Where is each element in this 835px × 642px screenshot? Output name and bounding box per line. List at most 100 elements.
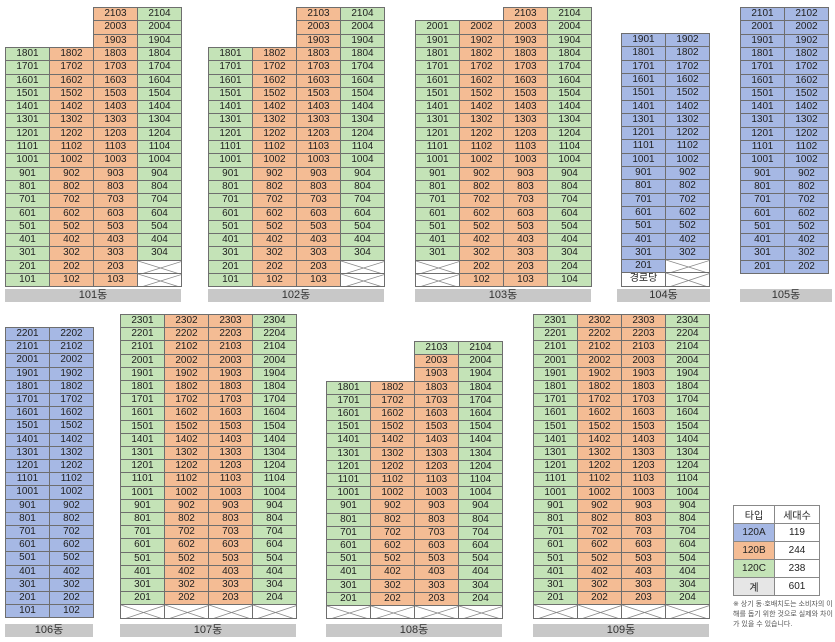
unit-cell: 1701 [533, 393, 578, 407]
building-label-109: 109동 [533, 624, 709, 637]
unit-cell: 802 [252, 180, 297, 194]
unit-cell: 1602 [784, 74, 829, 88]
unit-cell: 1302 [784, 113, 829, 128]
unit-cell: 1002 [370, 486, 415, 500]
unit-cell: 1903 [414, 367, 459, 382]
unit-cell: 401 [208, 233, 253, 247]
unit-cell: 1501 [5, 419, 50, 434]
unit-cell: 502 [370, 552, 415, 566]
unit-cell: 402 [164, 565, 209, 579]
unit-cell: 502 [784, 220, 829, 234]
unit-cell: 1202 [784, 127, 829, 141]
unit-cell: 502 [665, 219, 710, 234]
unit-cell: 1403 [208, 433, 253, 447]
unit-cell: 1903 [208, 367, 253, 381]
unit-cell: 2304 [665, 314, 710, 328]
unit-cell: 301 [5, 246, 50, 261]
unit-cell: 1001 [326, 486, 371, 500]
unit-cell: 1601 [5, 74, 50, 88]
unit-cell: 1202 [665, 126, 710, 140]
unit-cell: 1402 [164, 433, 209, 447]
building-label-105: 105동 [740, 289, 832, 302]
unit-cell: 2004 [137, 20, 182, 35]
unit-cell: 1604 [665, 406, 710, 421]
legend-count-120c: 238 [774, 559, 820, 578]
unit-cell: 1701 [120, 393, 165, 407]
unit-cell: 2303 [621, 314, 666, 328]
unit-cell: 1304 [137, 113, 182, 128]
unit-cell: 603 [296, 207, 341, 221]
unit-cell: 1601 [415, 74, 460, 88]
unit-cell: 202 [784, 260, 829, 274]
unit-cell: 301 [326, 579, 371, 593]
unit-cell: 1602 [459, 74, 504, 88]
unit-cell: 1601 [208, 74, 253, 88]
unit-cell: 2302 [164, 314, 209, 328]
unit-cell: 401 [5, 565, 50, 579]
unit-cell: 701 [5, 525, 50, 539]
unit-cell: 501 [740, 220, 785, 234]
unit-cell: 1904 [340, 34, 385, 48]
unit-cell: 902 [577, 499, 622, 513]
unit-cell: 1801 [120, 380, 165, 394]
unit-cell: 2202 [577, 327, 622, 341]
unit-cell: 1402 [49, 433, 94, 447]
unit-cell: 1201 [208, 127, 253, 141]
unit-cell: 301 [621, 246, 666, 260]
unit-cell: 1302 [459, 113, 504, 128]
unit-cell: 1501 [415, 87, 460, 101]
unit-cell: 303 [296, 246, 341, 261]
unit-cell: 1502 [164, 420, 209, 434]
unit-cell: 603 [621, 538, 666, 553]
unit-cell: 1602 [49, 406, 94, 420]
unit-cell: 902 [252, 167, 297, 181]
unit-cell: 101 [208, 273, 253, 287]
legend-total-count: 601 [774, 577, 820, 596]
unit-cell: 801 [120, 512, 165, 526]
unit-cell: 801 [326, 513, 371, 527]
unit-cell: 1701 [5, 393, 50, 407]
unit-cell: 1302 [252, 113, 297, 128]
unit-cell: 1402 [784, 100, 829, 114]
building-label-108: 108동 [326, 624, 502, 637]
unit-cell: 404 [665, 565, 710, 579]
unit-cell: 801 [5, 512, 50, 526]
unit-cell: 602 [49, 207, 94, 221]
unit-cell: 1003 [503, 153, 548, 168]
unit-cell: 2104 [137, 7, 182, 21]
unit-cell: 204 [547, 260, 592, 274]
unit-cell: 1801 [533, 380, 578, 394]
unit-cell: 1304 [252, 446, 297, 460]
unit-cell: 1902 [784, 34, 829, 48]
unit-cell: 1603 [296, 74, 341, 88]
unit-cell: 903 [208, 499, 253, 513]
unit-cell: 202 [370, 592, 415, 606]
unit-cell: 404 [458, 565, 503, 580]
unit-cell: 1101 [415, 140, 460, 154]
legend-header-type: 타입 [733, 505, 775, 524]
unit-cell: 501 [621, 219, 666, 234]
building-label-102: 102동 [208, 289, 384, 302]
unit-cell: 1402 [49, 100, 94, 114]
unit-cell: 801 [415, 180, 460, 194]
unit-cell: 804 [458, 513, 503, 527]
empty-unit-cell [533, 604, 578, 619]
unit-cell: 2001 [5, 353, 50, 368]
unit-cell: 1203 [296, 127, 341, 141]
unit-cell: 201 [740, 260, 785, 274]
unit-cell: 803 [414, 513, 459, 527]
unit-cell: 1103 [414, 473, 459, 487]
unit-cell: 203 [93, 260, 138, 274]
unit-cell: 2002 [459, 20, 504, 35]
unit-cell: 601 [326, 539, 371, 553]
empty-unit-cell [370, 605, 415, 619]
unit-cell: 701 [326, 526, 371, 540]
unit-cell: 603 [208, 538, 253, 553]
unit-cell: 1103 [296, 140, 341, 154]
unit-cell: 1801 [5, 47, 50, 61]
unit-cell: 602 [665, 206, 710, 220]
unit-cell: 1101 [740, 140, 785, 154]
unit-cell: 1703 [93, 60, 138, 75]
unit-cell: 302 [665, 246, 710, 260]
unit-cell: 401 [533, 565, 578, 579]
